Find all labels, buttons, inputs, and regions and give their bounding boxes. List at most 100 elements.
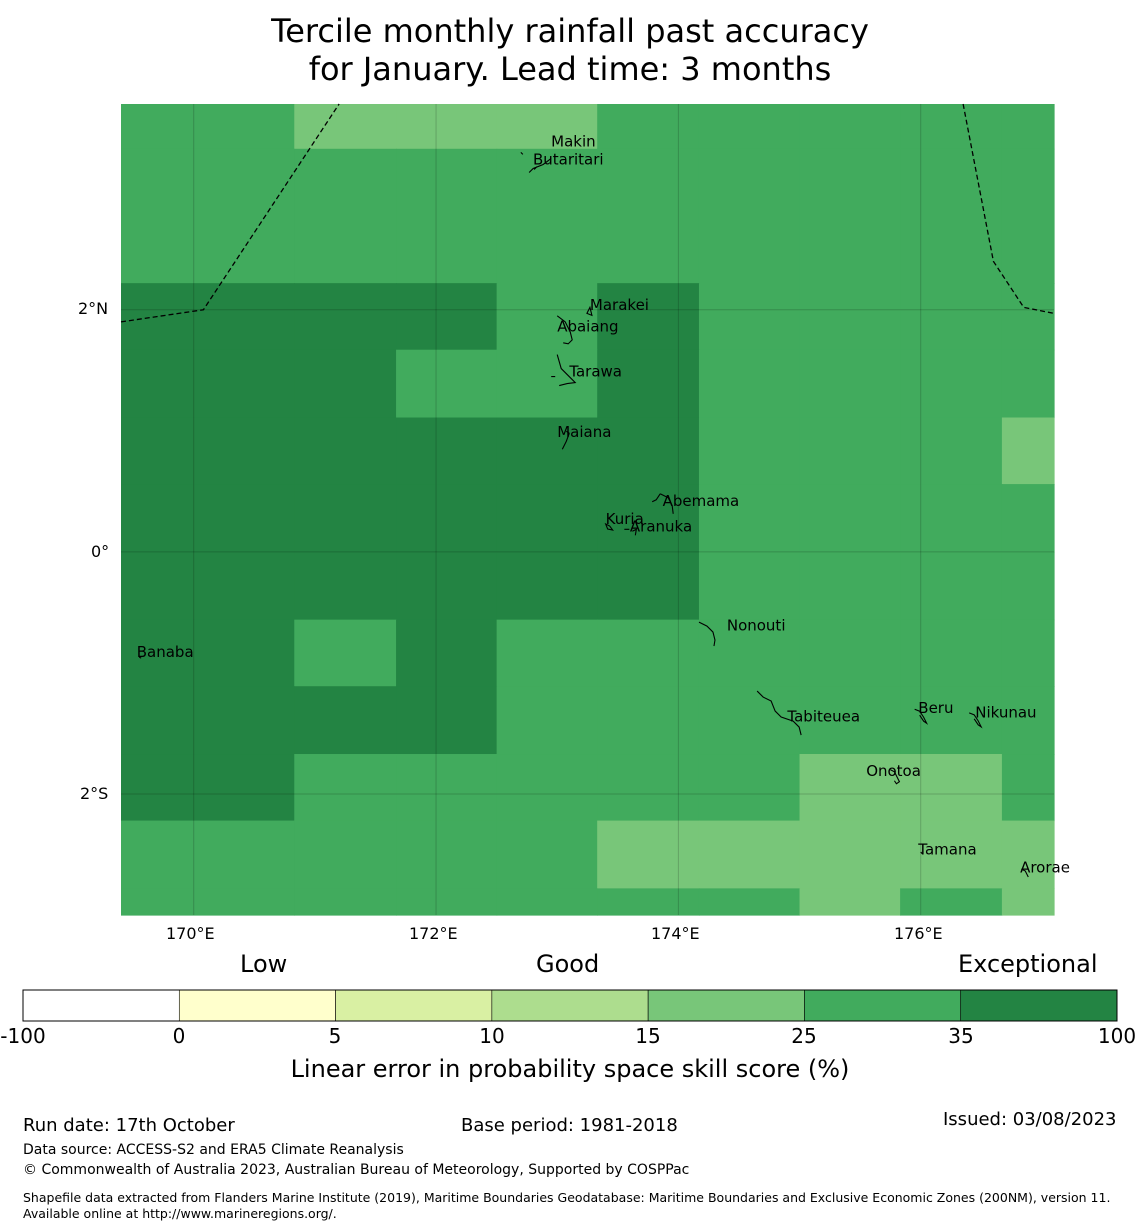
- skill-cell: [799, 283, 901, 351]
- skill-cell: [698, 349, 801, 419]
- skill-cell: [900, 484, 1003, 553]
- eez-boundary: [120, 103, 1055, 323]
- skill-cell: [396, 754, 498, 822]
- skill-cell: [294, 417, 397, 485]
- colorbar-swatch: [647, 989, 805, 1022]
- island-outline: [624, 528, 638, 536]
- skill-cell: [396, 619, 498, 687]
- skill-cell: [597, 484, 700, 553]
- skill-cell: [294, 349, 397, 419]
- skill-grid: [121, 104, 1055, 916]
- skill-cell: [597, 104, 700, 150]
- island-label-banaba: Banaba: [137, 643, 194, 661]
- skill-cell: [121, 283, 295, 351]
- skill-cell: [1001, 484, 1055, 553]
- skill-cell: [900, 619, 1003, 687]
- data-source: Data source: ACCESS-S2 and ERA5 Climate …: [23, 1142, 404, 1158]
- island-outline: [1021, 868, 1029, 878]
- skill-cell: [121, 686, 295, 755]
- skill-cell: [496, 820, 598, 889]
- skill-cell: [597, 283, 700, 351]
- skill-cell: [121, 754, 295, 822]
- island-outline: [604, 522, 614, 531]
- island-label-tabiteuea: Tabiteuea: [786, 707, 860, 725]
- skill-cell: [121, 820, 295, 889]
- skill-cell: [799, 820, 901, 889]
- skill-cell: [698, 148, 801, 284]
- colorbar-axis-label: Linear error in probability space skill …: [290, 1055, 850, 1083]
- skill-cell: [496, 551, 598, 621]
- map-title-line-2: for January. Lead time: 3 months: [308, 50, 832, 88]
- skill-cell: [597, 686, 700, 755]
- skill-cell: [799, 104, 901, 150]
- island-label-tarawa: Tarawa: [568, 362, 622, 380]
- skill-cell: [1001, 283, 1055, 351]
- colorbar-tick: 15: [635, 1024, 661, 1048]
- skill-cell: [799, 349, 901, 419]
- map-title-line-1: Tercile monthly rainfall past accuracy: [271, 12, 869, 50]
- colorbar-swatch: [22, 989, 180, 1022]
- skill-cell: [496, 484, 598, 553]
- skill-cell: [496, 686, 598, 755]
- colorbar-tick: 0: [172, 1024, 186, 1048]
- skill-cell: [799, 484, 901, 553]
- island-label-beru: Beru: [918, 699, 953, 717]
- island-label-butaritari: Butaritari: [533, 151, 604, 169]
- skill-cell: [1001, 686, 1055, 755]
- skill-cell: [496, 283, 598, 351]
- skill-cell: [1001, 888, 1055, 916]
- skill-cell: [396, 686, 498, 755]
- skill-cell: [799, 686, 901, 755]
- skill-cell: [597, 148, 700, 284]
- skill-cell: [396, 283, 498, 351]
- skill-cell: [294, 283, 397, 351]
- skill-cell: [294, 686, 397, 755]
- island-outline: [756, 690, 802, 736]
- skill-cell: [597, 754, 700, 822]
- skill-cell: [396, 484, 498, 553]
- skill-cell: [294, 888, 397, 916]
- island-label-makin: Makin: [551, 132, 596, 150]
- skill-cell: [1001, 551, 1055, 621]
- skill-cell: [1001, 820, 1055, 889]
- skill-cell: [121, 551, 295, 621]
- colorbar-tick: 10: [479, 1024, 505, 1048]
- colorbar-category-low: Low: [240, 950, 288, 978]
- shapefile-credit: Shapefile data extracted from Flanders M…: [23, 1190, 1111, 1221]
- skill-cell: [900, 888, 1003, 916]
- lon-tick-174e: 174°E: [651, 924, 700, 943]
- skill-cell: [1001, 104, 1055, 150]
- island-outline: [968, 712, 983, 729]
- skill-cell: [121, 148, 295, 284]
- island-outline: [914, 708, 929, 725]
- colorbar-swatch: [178, 989, 336, 1022]
- island-label-tamana: Tamana: [917, 840, 976, 858]
- island-label-abemama: Abemama: [663, 492, 740, 510]
- skill-cell: [900, 283, 1003, 351]
- colorbar-swatch: [804, 989, 962, 1022]
- skill-cell: [799, 888, 901, 916]
- skill-cell: [900, 417, 1003, 485]
- skill-cell: [294, 484, 397, 553]
- skill-cell: [496, 349, 598, 419]
- skill-cell: [698, 551, 801, 621]
- island-outline: [698, 621, 716, 647]
- colorbar-swatch: [960, 989, 1118, 1022]
- skill-cell: [900, 148, 1003, 284]
- run-date: Run date: 17th October: [23, 1115, 235, 1136]
- skill-cell: [121, 619, 295, 687]
- island-label-nikunau: Nikunau: [975, 704, 1036, 722]
- skill-cell: [396, 417, 498, 485]
- island-label-kuria: Kuria: [606, 510, 644, 528]
- skill-cell: [698, 754, 801, 822]
- island-outlines: [138, 152, 1029, 878]
- skill-cell: [597, 417, 700, 485]
- skill-cell: [698, 888, 801, 916]
- issued-date: Issued: 03/08/2023: [943, 1109, 1117, 1130]
- colorbar-tick: 35: [948, 1024, 974, 1048]
- skill-cell: [799, 619, 901, 687]
- skill-cell: [121, 417, 295, 485]
- lon-tick-176e: 176°E: [894, 924, 943, 943]
